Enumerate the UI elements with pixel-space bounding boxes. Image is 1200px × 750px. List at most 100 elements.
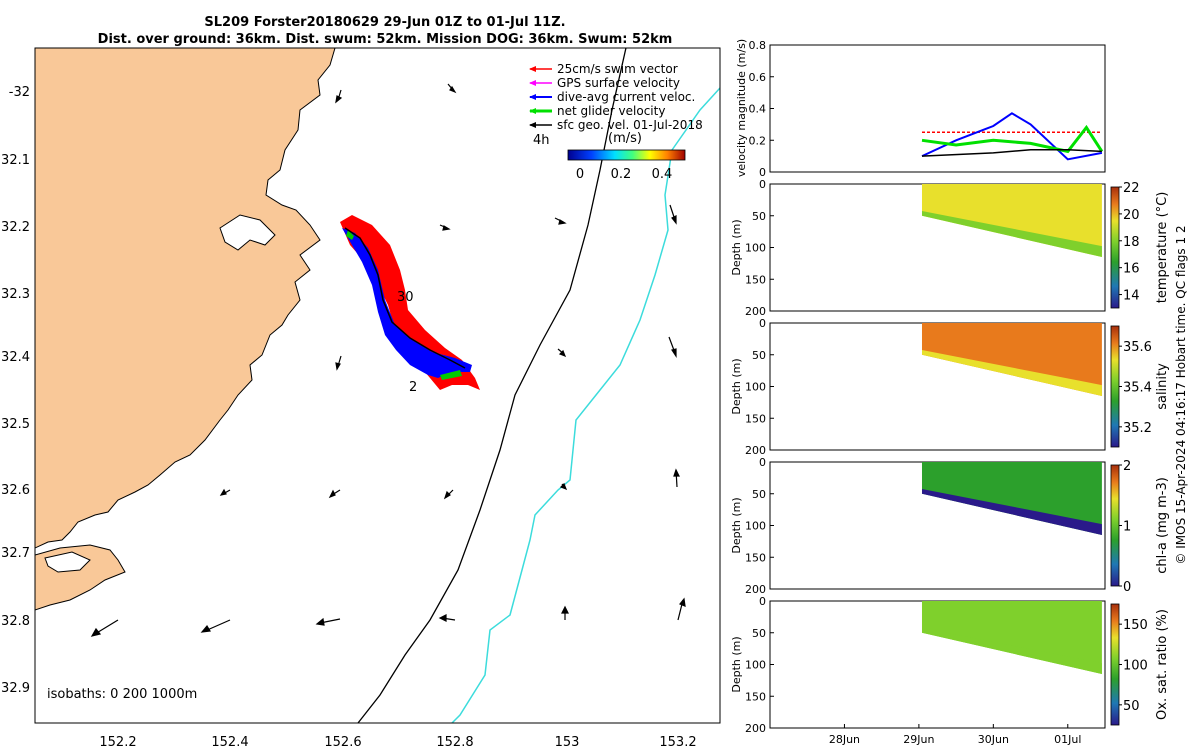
legend-label: GPS surface velocity bbox=[557, 76, 680, 90]
velocity-y-tick-label: 0.4 bbox=[749, 103, 767, 116]
page-title: SL209 Forster20180629 29-Jun 01Z to 01-J… bbox=[0, 14, 770, 48]
depth-axis-label: Depth (m) bbox=[730, 497, 743, 553]
depth-tick-label: 100 bbox=[745, 520, 766, 533]
velocity-series-line bbox=[921, 149, 1102, 157]
lon-tick-label: 153.2 bbox=[659, 735, 696, 750]
title-line-2: Dist. over ground: 36km. Dist. swum: 52k… bbox=[97, 32, 673, 47]
isobaths-label: isobaths: 0 200 1000m bbox=[47, 687, 197, 702]
profile-data-deep bbox=[921, 349, 1102, 397]
legend-label: net glider velocity bbox=[557, 104, 665, 118]
lat-tick-label: 32.4 bbox=[1, 350, 30, 365]
colorbar-label: salinity bbox=[1155, 363, 1170, 410]
day-label: 30 bbox=[397, 290, 414, 305]
lon-tick-label: 152.8 bbox=[436, 735, 473, 750]
lat-tick-label: 32.1 bbox=[1, 153, 30, 168]
profile-data-deep bbox=[921, 627, 1102, 675]
velocity-axes-frame bbox=[769, 44, 1106, 173]
glider-track bbox=[344, 227, 466, 369]
time-tick-label: 29Jun bbox=[903, 733, 934, 746]
time-tick-label: 30Jun bbox=[978, 733, 1009, 746]
colorbar-tick-label: 35.6 bbox=[1123, 340, 1152, 355]
colorbar-tick-label: 2 bbox=[1123, 459, 1131, 474]
colorbar-tick-label: 14 bbox=[1123, 289, 1140, 304]
depth-axis-label: Depth (m) bbox=[730, 219, 743, 275]
land-headland bbox=[35, 544, 126, 611]
colorbar-label: (m/s) bbox=[608, 131, 642, 146]
legend-label: sfc geo. vel. 01-Jul-2018 bbox=[557, 118, 703, 132]
depth-axis-label: Depth (m) bbox=[730, 636, 743, 692]
lat-tick-label: 32.9 bbox=[1, 681, 30, 696]
swim-vector-swath bbox=[340, 215, 480, 390]
velocity-y-tick-label: 0.8 bbox=[749, 39, 767, 52]
estuary-lake-2 bbox=[44, 551, 91, 573]
lat-tick-label: 32.5 bbox=[1, 417, 30, 432]
colorbar-tick-label: 100 bbox=[1123, 659, 1148, 674]
depth-tick-label: 0 bbox=[759, 178, 766, 191]
colorbar-tick-label: 35.4 bbox=[1123, 381, 1152, 396]
colorbar-tick-label: 16 bbox=[1123, 262, 1140, 277]
depth-tick-label: 50 bbox=[752, 488, 766, 501]
depth-tick-label: 200 bbox=[745, 583, 766, 596]
velocity-y-label: velocity magnitude (m/s) bbox=[735, 39, 748, 177]
depth-tick-label: 50 bbox=[752, 627, 766, 640]
map-lon-ticks: 152.2 152.4 152.6 152.8 153 153.2 bbox=[99, 735, 696, 750]
time-tick-label: 28Jun bbox=[829, 733, 860, 746]
time-axis-ticks: 28Jun 29Jun 30Jun 01Jul bbox=[829, 724, 1081, 746]
lat-tick-label: 32.6 bbox=[1, 483, 30, 498]
legend-label: 25cm/s swim vector bbox=[557, 62, 678, 76]
depth-tick-label: 50 bbox=[752, 210, 766, 223]
profile-panel: 0 50 100 150 200 Depth (m) 0 1 2 chl-a (mg m-3) bbox=[730, 456, 1170, 596]
isobath-200m bbox=[357, 48, 627, 723]
colorbar-tick-label: 0 bbox=[1123, 580, 1131, 595]
map-panel: -32 32.1 32.2 32.3 32.4 32.5 32.6 32.7 3… bbox=[1, 47, 721, 750]
map-axes-frame bbox=[34, 47, 721, 724]
legend-label: dive-avg current veloc. bbox=[557, 90, 695, 104]
profile-colorbar bbox=[1110, 325, 1120, 448]
estuary-lake bbox=[219, 214, 276, 251]
lon-tick-label: 152.6 bbox=[324, 735, 361, 750]
colorbar-label: Ox. sat. ratio (%) bbox=[1155, 609, 1170, 720]
map-lat-ticks: -32 32.1 32.2 32.3 32.4 32.5 32.6 32.7 3… bbox=[1, 85, 30, 696]
colorbar-tick-label: 20 bbox=[1123, 208, 1140, 223]
depth-tick-label: 50 bbox=[752, 349, 766, 362]
colorbar-tick-label: 35.2 bbox=[1123, 421, 1152, 436]
colorbar-tick-label: 1 bbox=[1123, 520, 1131, 535]
depth-tick-label: 200 bbox=[745, 305, 766, 318]
depth-tick-label: 150 bbox=[745, 273, 766, 286]
lat-tick-label: 32.2 bbox=[1, 220, 30, 235]
profile-colorbar bbox=[1110, 186, 1120, 309]
depth-tick-label: 200 bbox=[745, 722, 766, 735]
depth-axis-label: Depth (m) bbox=[730, 358, 743, 414]
lon-tick-label: 152.2 bbox=[99, 735, 136, 750]
velocity-series-line bbox=[921, 112, 1103, 161]
lat-tick-label: 32.8 bbox=[1, 614, 30, 629]
speed-colorbar bbox=[567, 149, 686, 161]
title-line-1: SL209 Forster20180629 29-Jun 01Z to 01-J… bbox=[204, 15, 566, 30]
colorbar-tick-label: 50 bbox=[1123, 699, 1140, 714]
speed-colorbar-ticks: 0 0.2 0.4 bbox=[576, 167, 672, 182]
time-tick-label: 01Jul bbox=[1054, 733, 1081, 746]
profile-colorbar bbox=[1110, 464, 1120, 587]
map-legend: 25cm/s swim vector GPS surface velocity … bbox=[529, 62, 703, 132]
profile-panel: 0 50 100 150 200 Depth (m) 50 100 150 Ox. sat. ra… bbox=[730, 595, 1170, 735]
depth-tick-label: 150 bbox=[745, 412, 766, 425]
depth-tick-label: 0 bbox=[759, 317, 766, 330]
velocity-panel: 0 0.2 0.4 0.6 0.8 velocity magnitude (m/s) bbox=[735, 39, 1106, 179]
depth-tick-label: 100 bbox=[745, 659, 766, 672]
sfc-geo-velocity-arrows bbox=[90, 83, 686, 637]
depth-tick-label: 100 bbox=[745, 381, 766, 394]
depth-tick-label: 200 bbox=[745, 444, 766, 457]
lon-tick-label: 153 bbox=[555, 735, 580, 750]
day-label: 2 bbox=[409, 380, 417, 395]
svg-text:0.4: 0.4 bbox=[652, 167, 673, 182]
depth-tick-label: 100 bbox=[745, 242, 766, 255]
colorbar-tick-label: 18 bbox=[1123, 235, 1140, 250]
colorbar-label: chl-a (mg m-3) bbox=[1155, 477, 1170, 574]
credit-text: © IMOS 15-Apr-2024 04:16:17 Hobart time.… bbox=[1174, 225, 1188, 564]
lon-tick-label: 152.4 bbox=[211, 735, 248, 750]
velocity-y-tick-label: 0 bbox=[759, 166, 766, 179]
colorbar-tick-label: 150 bbox=[1123, 618, 1148, 633]
depth-tick-label: 0 bbox=[759, 456, 766, 469]
velocity-y-tick-label: 0.2 bbox=[749, 134, 767, 147]
